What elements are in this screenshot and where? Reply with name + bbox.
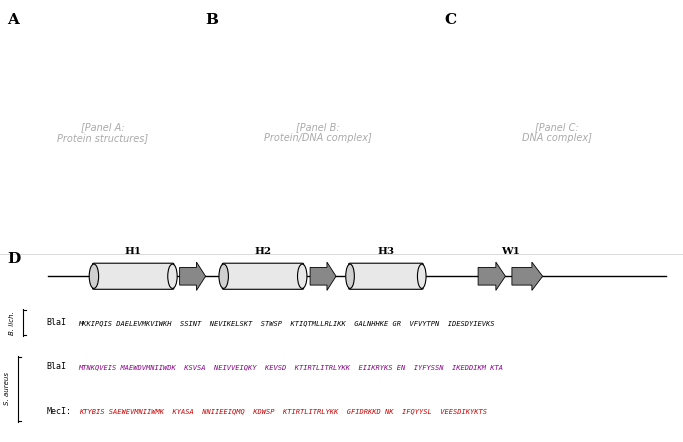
Text: H3: H3 — [378, 248, 394, 256]
Text: BlaI: BlaI — [46, 362, 66, 371]
Text: H1: H1 — [124, 248, 142, 256]
FancyBboxPatch shape — [348, 263, 423, 290]
Text: C: C — [444, 13, 456, 27]
FancyArrow shape — [180, 262, 206, 290]
Text: [Panel C:
DNA complex]: [Panel C: DNA complex] — [522, 122, 591, 143]
FancyBboxPatch shape — [93, 263, 173, 290]
FancyArrow shape — [310, 262, 336, 290]
Text: B: B — [205, 13, 218, 27]
Text: MecI:: MecI: — [46, 407, 72, 415]
Ellipse shape — [89, 264, 98, 288]
Text: S. aureus: S. aureus — [4, 373, 10, 405]
Text: MKKIPQIS DAELEVMKVIWKH  SSINT  NEVIKELSKT  STWSP  KTIQTMLLRLIKK  GALNHHKE GR  VF: MKKIPQIS DAELEVMKVIWKH SSINT NEVIKELSKT … — [79, 320, 495, 326]
Text: B. lich.: B. lich. — [10, 311, 15, 335]
FancyArrow shape — [478, 262, 505, 290]
Text: [Panel A:
Protein structures]: [Panel A: Protein structures] — [57, 122, 148, 143]
Text: H2: H2 — [254, 248, 272, 256]
Text: KTYBIS SAEWEVMNIIWMK  KYASA  NNIIEEIQMQ  KDWSP  KTIRTLITRLYKK  GFIDRKKD NK  IFQY: KTYBIS SAEWEVMNIIWMK KYASA NNIIEEIQMQ KD… — [79, 408, 486, 414]
FancyBboxPatch shape — [223, 263, 303, 290]
Ellipse shape — [219, 264, 228, 288]
FancyArrow shape — [512, 262, 543, 290]
Ellipse shape — [168, 264, 177, 288]
Text: W1: W1 — [501, 248, 520, 256]
Text: [Panel B:
Protein/DNA complex]: [Panel B: Protein/DNA complex] — [264, 122, 372, 143]
Text: MTNKQVEIS MAEWDVMNIIWDK  KSVSA  NEIVVEIQKY  KEVSD  KTIRTLITRLYKK  EIIKRYKS EN  I: MTNKQVEIS MAEWDVMNIIWDK KSVSA NEIVVEIQKY… — [79, 364, 503, 370]
Text: BlaI: BlaI — [46, 318, 66, 327]
Ellipse shape — [417, 264, 426, 288]
Text: A: A — [7, 13, 18, 27]
Ellipse shape — [346, 264, 354, 288]
Ellipse shape — [298, 264, 307, 288]
Text: D: D — [7, 252, 20, 266]
